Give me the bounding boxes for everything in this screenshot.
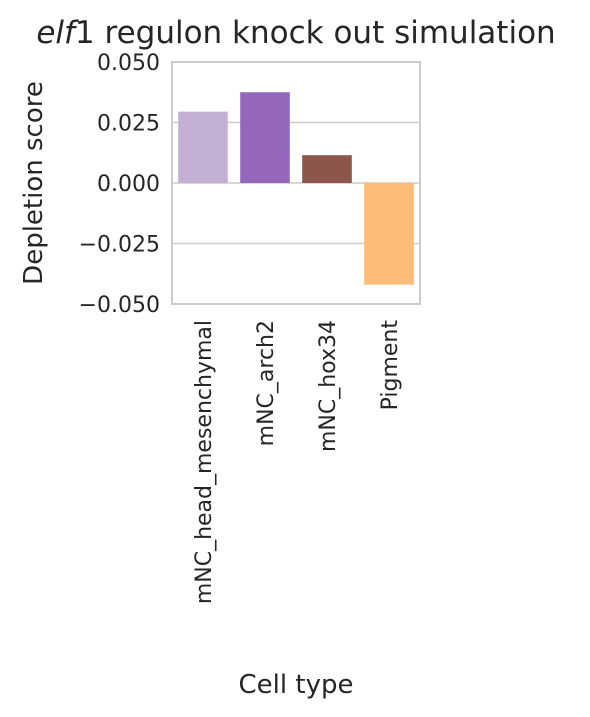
y-tick-labels: 0.050 0.025 0.000 −0.025 −0.050	[79, 51, 160, 318]
plot-frame	[171, 61, 421, 305]
y-tick-label: 0.025	[97, 112, 160, 137]
bar-Pigment	[364, 183, 414, 285]
x-tick-label: mNC_hox34	[316, 320, 341, 452]
chart-title: elf1 regulon knock out simulation	[36, 15, 555, 51]
chart-title-italic: elf	[36, 15, 79, 51]
x-tick-labels: mNC_head_mesenchymal mNC_arch2 mNC_hox34 Pi…	[192, 320, 403, 605]
chart-title-rest: 1 regulon knock out simulation	[75, 15, 556, 51]
x-tick-label: Pigment	[378, 320, 403, 411]
y-tick-label: −0.050	[79, 293, 160, 318]
x-tick-label: mNC_arch2	[254, 320, 279, 446]
y-tick-label: −0.025	[79, 233, 160, 258]
y-axis-label: Depletion score	[19, 81, 49, 285]
bar-mNC_head_mesenchymal	[178, 111, 228, 183]
bar-mNC_hox34	[302, 155, 352, 183]
x-tick-label: mNC_head_mesenchymal	[192, 320, 217, 604]
bar-mNC_arch2	[240, 92, 290, 183]
y-tick-label: 0.050	[97, 51, 160, 76]
y-tick-label: 0.000	[97, 172, 160, 197]
x-axis-label: Cell type	[239, 670, 354, 700]
bars	[178, 92, 414, 285]
